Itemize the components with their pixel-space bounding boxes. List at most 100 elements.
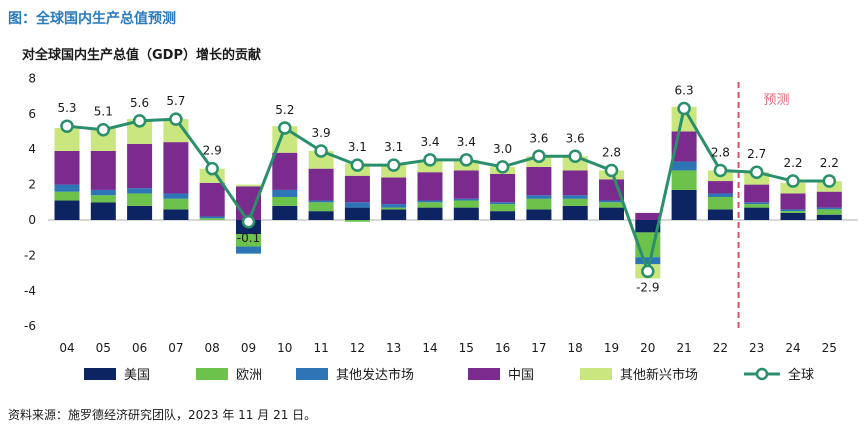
bar-segment [163,142,189,194]
bar-segment [308,200,334,203]
y-tick-label: 8 [28,71,36,85]
bar-segment [744,204,770,208]
bar-segment [526,166,552,196]
bar-segment [54,200,80,220]
data-label: 2.9 [203,144,222,158]
bar-segment [526,198,552,210]
bar-segment [635,257,661,265]
data-label: -0.1 [237,231,260,245]
y-tick-label: -4 [24,284,36,298]
y-tick-label: -6 [24,319,36,333]
bar-layer [54,106,842,279]
x-tick-label: 19 [604,341,619,355]
bar-segment [381,207,407,210]
bar-segment [308,168,334,201]
total-point [386,158,401,172]
bar-segment [344,207,370,220]
data-label: 5.1 [94,105,113,119]
data-label: 3.1 [348,140,367,154]
bar-segment [236,234,261,247]
data-label: 2.8 [711,145,730,159]
bar-segment [744,202,770,205]
data-label: 5.6 [130,96,149,110]
bar-segment [127,143,153,189]
x-tick-label: 14 [422,341,437,355]
x-tick-label: 17 [531,341,546,355]
x-tick-label: 13 [386,341,401,355]
y-tick-label: 4 [28,142,36,156]
bar-segment [199,218,225,220]
x-tick-label: 05 [96,341,111,355]
bar-segment [90,127,116,151]
bar-segment [816,214,842,220]
legend-swatch [580,368,612,380]
total-point [713,163,728,178]
bar-segment [54,191,80,201]
x-tick-label: 22 [713,341,728,355]
x-tick-label: 10 [277,341,292,355]
bar-segment [671,161,697,171]
bar-segment [599,202,624,208]
bar-segment [453,207,479,220]
total-point [241,215,256,229]
data-label: 3.9 [312,126,331,140]
bar-segment [308,211,334,220]
bar-segment [526,195,552,199]
x-tick-label: 16 [495,341,510,355]
bar-segment [816,191,842,208]
bar-segment [127,193,153,206]
x-tick-label: 25 [822,341,837,355]
x-tick-label: 12 [350,341,365,355]
x-tick-label: 18 [568,341,583,355]
data-label: 3.4 [420,135,439,149]
y-tick-label: -2 [24,248,36,262]
data-label: 3.1 [384,140,403,154]
legend-label: 美国 [124,368,150,383]
bar-segment [127,205,153,220]
data-label: -2.9 [636,280,659,294]
bar-segment [163,198,189,210]
bar-segment [490,202,516,205]
total-point [60,119,74,133]
bar-segment [417,202,443,208]
source-note: 资料来源：施罗德经济研究团队，2023 年 11 月 21 日。 [8,408,317,422]
legend-swatch [296,368,328,380]
x-tick-label: 20 [640,341,655,355]
bar-segment [54,150,80,185]
bar-segment [562,195,588,199]
bar-segment [816,207,842,210]
bar-segment [272,196,298,206]
bar-segment [707,196,733,210]
x-tick-label: 07 [168,341,183,355]
bar-segment [272,205,298,220]
chart-title: 对全球国内生产总值（GDP）增长的贡献 [22,48,261,63]
bar-segment [381,204,407,208]
bar-segment [780,211,806,213]
bar-segment [453,200,479,208]
forecast-label: 预测 [764,93,790,108]
bar-segment [453,198,479,201]
bar-segment [90,189,116,196]
legend-marker [755,367,769,381]
total-line-layer [60,101,837,279]
x-tick-label: 15 [459,341,474,355]
bar-segment [90,195,116,203]
bar-segment [90,202,116,220]
bar-segment [344,220,370,222]
data-label: 6.3 [675,83,694,97]
bar-segment [163,119,189,143]
legend-label: 欧洲 [236,368,262,383]
y-tick-label: 0 [28,213,36,227]
bar-segment [236,246,261,254]
bar-segment [236,184,261,187]
data-label: 2.8 [602,145,621,159]
x-tick-label: 06 [132,341,147,355]
total-point [641,264,655,279]
data-label: 3.4 [457,135,476,149]
bar-segment [127,188,153,194]
total-point [423,153,437,167]
bar-segment [780,212,806,220]
y-tick-label: 2 [28,178,36,192]
bar-segment [199,182,225,217]
